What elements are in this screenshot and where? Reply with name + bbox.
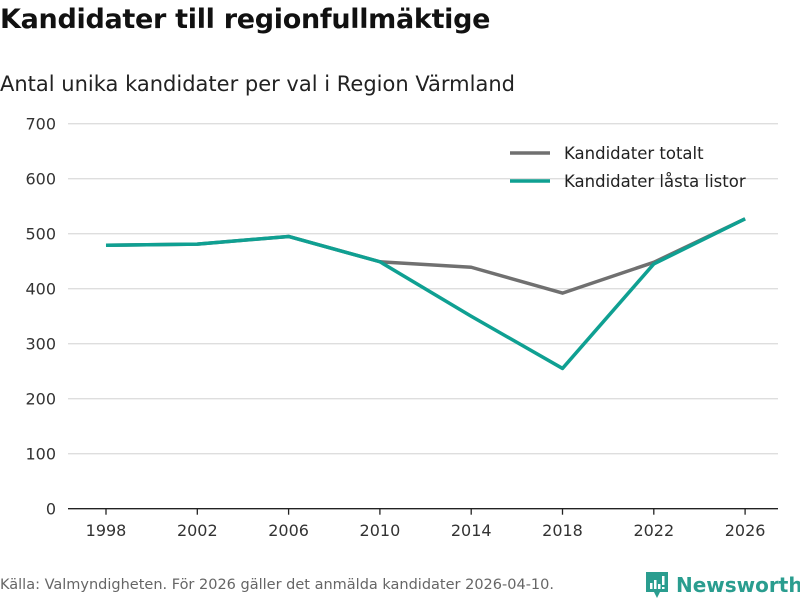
x-tick-label: 2018 <box>542 521 583 540</box>
y-tick-label: 700 <box>25 115 56 134</box>
source-note: Källa: Valmyndigheten. För 2026 gäller d… <box>0 577 554 593</box>
x-tick-label: 2010 <box>360 521 401 540</box>
newsworthy-logo-icon <box>646 572 668 598</box>
series-line-1 <box>105 217 746 371</box>
y-tick-label: 100 <box>25 445 56 464</box>
brand-name: Newsworthy <box>676 573 800 597</box>
y-tick-label: 600 <box>25 170 56 189</box>
x-tick-label: 2022 <box>633 521 674 540</box>
x-tick-label: 2006 <box>268 521 309 540</box>
x-tick-label: 2002 <box>177 521 218 540</box>
legend-label: Kandidater totalt <box>564 144 704 163</box>
chart-subtitle: Antal unika kandidater per val i Region … <box>0 72 515 96</box>
x-tick-label: 2014 <box>451 521 492 540</box>
x-tick-label: 2026 <box>725 521 766 540</box>
series-line-0 <box>105 217 746 295</box>
x-tick-label: 1998 <box>86 521 127 540</box>
y-tick-label: 300 <box>25 335 56 354</box>
y-tick-label: 0 <box>46 500 56 519</box>
brand-logo: Newsworthy <box>644 570 800 600</box>
y-tick-label: 500 <box>25 225 56 244</box>
y-tick-label: 200 <box>25 390 56 409</box>
legend-label: Kandidater låsta listor <box>564 172 746 191</box>
chart-title: Kandidater till regionfullmäktige <box>0 4 491 35</box>
y-tick-label: 400 <box>25 280 56 299</box>
